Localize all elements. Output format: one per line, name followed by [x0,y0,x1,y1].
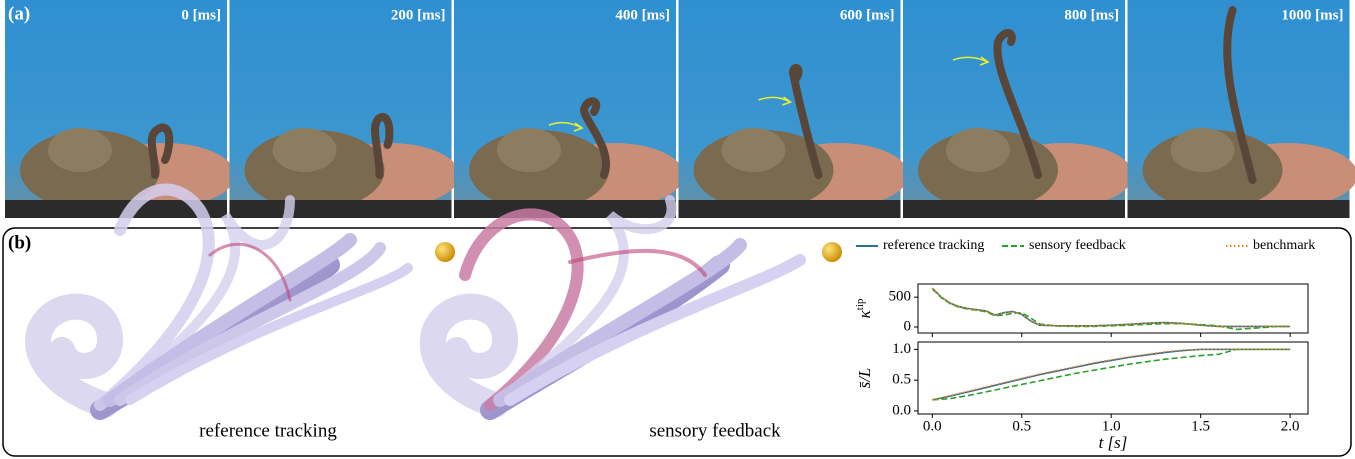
data-line [932,349,1290,399]
frame-time: 400 [ms] [615,7,670,23]
figure: 0 [ms] 200 [ms] 400 [ms] 600 [ms] 800 [ms] 10… [0,0,1355,459]
photo-frame: 0 [ms] [5,0,235,218]
panel-label: (a) [8,3,30,24]
octopus-head [1171,128,1235,172]
frame-time: 0 [ms] [181,7,221,23]
x-tick-label: 2.0 [1281,418,1300,434]
y-tick-label: 1.0 [892,341,911,357]
photo-frame: 600 [ms] [679,0,909,218]
data-line [932,288,1290,326]
y-tick-label: 0.0 [892,402,911,418]
photo-frame: 400 [ms] [454,0,684,218]
x-axis-label: t [s] [1099,433,1128,452]
tank-floor [230,200,452,218]
target-ball [435,242,455,262]
legend-label: benchmark [1253,238,1315,253]
tank-floor [454,200,676,218]
legend-label: sensory feedback [1029,238,1126,253]
tank-floor [903,200,1125,218]
y-axis-label: κtip [854,298,874,318]
y-tick-label: 0.5 [892,372,911,388]
tank-floor [679,200,901,218]
data-line [932,289,1290,330]
caption: sensory feedback [649,420,781,441]
page: 0 [ms] 200 [ms] 400 [ms] 600 [ms] 800 [ms] 10… [0,0,1355,459]
data-line [932,288,1290,326]
photo-frame: 800 [ms] [903,0,1133,218]
octopus-head [722,128,786,172]
frame-time: 1000 [ms] [1281,7,1343,23]
frame-time: 600 [ms] [840,7,895,23]
charts: 0 500 κtip reference tracking sensory feedba… [854,238,1316,452]
y-axis-label: s̄/L [855,368,874,389]
x-tick-label: 0.0 [923,418,942,434]
arm-illustration [38,190,800,410]
tank-floor [1128,200,1350,218]
panel-a: 0 [ms] 200 [ms] 400 [ms] 600 [ms] 800 [ms] 10… [5,0,1355,218]
photo-frame: 200 [ms] [230,0,460,218]
y-tick-label: 0 [904,318,912,334]
x-tick-label: 1.5 [1191,418,1210,434]
plot-frame [918,342,1308,414]
frame-time: 800 [ms] [1064,7,1119,23]
target-ball [822,242,842,262]
legend-label: reference tracking [883,238,984,253]
y-axis-label-sup: tip [854,298,866,310]
y-axis-label-main: s̄/L [855,368,874,389]
x-tick-label: 0.5 [1012,418,1031,434]
octopus-head [48,128,112,172]
y-tick-label: 500 [889,289,912,305]
photo-frame: 1000 [ms] [1128,0,1355,218]
caption: reference tracking [199,420,337,441]
octopus-head [273,128,337,172]
octopus-head [497,128,561,172]
octopus-head [946,128,1010,172]
frame-time: 200 [ms] [391,7,446,23]
panel-label: (b) [8,232,31,253]
